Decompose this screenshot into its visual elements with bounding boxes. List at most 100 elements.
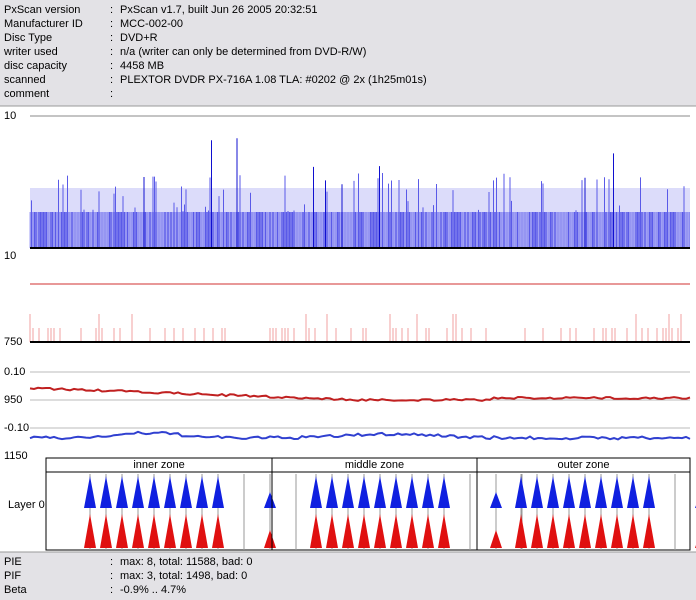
red-peak xyxy=(579,514,591,548)
red-peak xyxy=(595,514,607,548)
axis-label: 750 xyxy=(4,336,22,348)
blue-peak xyxy=(611,476,623,508)
red-peak xyxy=(116,514,128,548)
zone-table xyxy=(45,457,691,551)
axis-label: 950 xyxy=(4,394,22,406)
field-value: MCC-002-00 xyxy=(120,18,183,30)
red-peak xyxy=(264,530,276,548)
axis-label: -0.10 xyxy=(4,422,29,434)
field-value: PxScan v1.7, built Jun 26 2005 20:32:51 xyxy=(120,4,318,16)
field-label: scanned xyxy=(4,74,46,86)
blue-peak xyxy=(180,476,192,508)
layer-label: Layer 0 xyxy=(8,499,45,511)
blue-peak xyxy=(84,476,96,508)
axis-label: 10 xyxy=(4,110,16,122)
field-value: DVD+R xyxy=(120,32,158,44)
blue-peak xyxy=(196,476,208,508)
blue-peak xyxy=(342,476,354,508)
separator: : xyxy=(110,584,113,596)
red-peak xyxy=(180,514,192,548)
blue-peak xyxy=(627,476,639,508)
red-peak xyxy=(643,514,655,548)
separator: : xyxy=(110,4,113,16)
graphs xyxy=(29,115,696,551)
separator: : xyxy=(110,74,113,86)
red-peak xyxy=(438,514,450,548)
summary-label: PIF xyxy=(4,570,21,582)
blue-peak xyxy=(579,476,591,508)
blue-peak xyxy=(310,476,322,508)
separator: : xyxy=(110,18,113,30)
summary-value: max: 3, total: 1498, bad: 0 xyxy=(120,570,247,582)
zone-label: outer zone xyxy=(558,459,610,471)
red-peak xyxy=(196,514,208,548)
field-label: writer used xyxy=(3,46,58,58)
red-peak xyxy=(490,530,502,548)
red-peak xyxy=(627,514,639,548)
red-peak xyxy=(422,514,434,548)
summary-label: Beta xyxy=(4,584,28,596)
blue-peak xyxy=(132,476,144,508)
axis-label: 1150 xyxy=(4,450,28,462)
red-peak xyxy=(342,514,354,548)
red-peak xyxy=(84,514,96,548)
separator: : xyxy=(110,88,113,100)
jitter-trace xyxy=(29,386,691,402)
field-label: disc capacity xyxy=(4,60,67,72)
red-peak xyxy=(390,514,402,548)
blue-peak xyxy=(390,476,402,508)
blue-peak xyxy=(100,476,112,508)
summary-value: -0.9% .. 4.7% xyxy=(120,584,186,596)
red-peak xyxy=(547,514,559,548)
zone-label: inner zone xyxy=(133,459,184,471)
separator: : xyxy=(110,46,113,58)
blue-peak xyxy=(490,492,502,508)
field-label: PxScan version xyxy=(4,4,80,16)
blue-peak xyxy=(358,476,370,508)
field-value: 4458 MB xyxy=(120,60,164,72)
red-peak xyxy=(406,514,418,548)
beta-trace xyxy=(29,430,691,441)
blue-peak xyxy=(116,476,128,508)
red-peak xyxy=(132,514,144,548)
field-label: Disc Type xyxy=(4,32,52,44)
blue-peak xyxy=(374,476,386,508)
axis-label: 10 xyxy=(4,250,16,262)
separator: : xyxy=(110,60,113,72)
blue-peak xyxy=(547,476,559,508)
field-label: Manufacturer ID xyxy=(4,18,83,30)
red-peak xyxy=(563,514,575,548)
blue-peak xyxy=(531,476,543,508)
blue-peak xyxy=(406,476,418,508)
summary-value: max: 8, total: 11588, bad: 0 xyxy=(120,556,253,568)
field-value: PLEXTOR DVDR PX-716A 1.08 TLA: #0202 @ 2… xyxy=(120,74,427,86)
red-peak xyxy=(374,514,386,548)
red-peak xyxy=(164,514,176,548)
blue-peak xyxy=(326,476,338,508)
red-peak xyxy=(310,514,322,548)
field-label: comment xyxy=(4,88,49,100)
blue-peak xyxy=(643,476,655,508)
field-value: n/a (writer can only be determined from … xyxy=(120,46,366,58)
blue-peak xyxy=(438,476,450,508)
red-peak xyxy=(358,514,370,548)
blue-peak xyxy=(148,476,160,508)
red-peak xyxy=(100,514,112,548)
red-peak xyxy=(148,514,160,548)
red-peak xyxy=(531,514,543,548)
blue-peak xyxy=(515,476,527,508)
summary-label: PIE xyxy=(4,556,22,568)
blue-peak xyxy=(422,476,434,508)
separator: : xyxy=(110,556,113,568)
zone-label: middle zone xyxy=(345,459,404,471)
blue-peak xyxy=(563,476,575,508)
red-peak xyxy=(326,514,338,548)
axis-label: 0.10 xyxy=(4,366,25,378)
red-peak xyxy=(212,514,224,548)
blue-peak xyxy=(212,476,224,508)
separator: : xyxy=(110,32,113,44)
blue-peak xyxy=(595,476,607,508)
separator: : xyxy=(110,570,113,582)
red-peak xyxy=(515,514,527,548)
